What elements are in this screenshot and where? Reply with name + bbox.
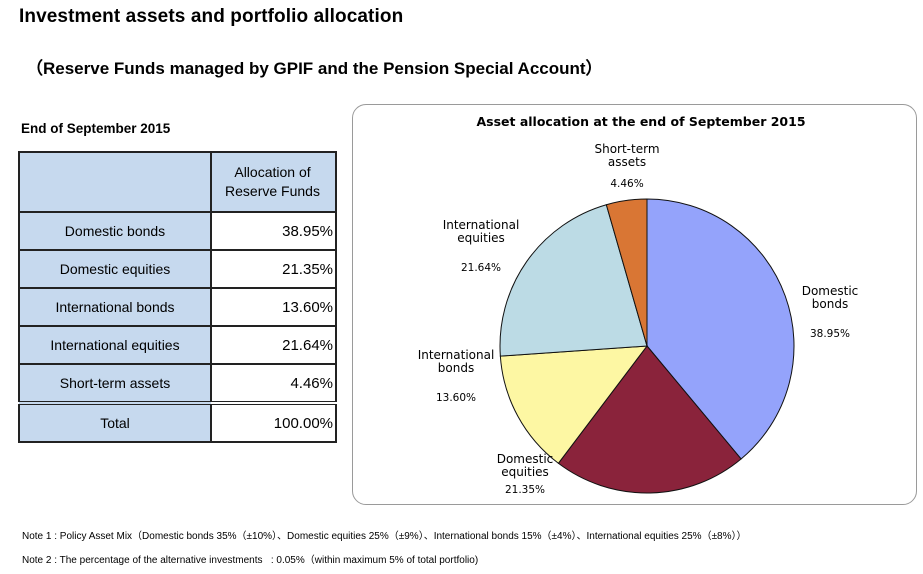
slice-label: bonds	[438, 361, 474, 375]
row-value: 21.64%	[210, 325, 337, 365]
slice-value-label: 21.35%	[505, 484, 545, 496]
pie-labels: Domesticbonds38.95%Domesticequities21.35…	[418, 142, 859, 496]
note-2: Note 2 : The percentage of the alternati…	[22, 555, 479, 566]
column-header-allocation: Allocation of Reserve Funds	[210, 151, 337, 213]
pie-slice-domestic-equities	[557, 345, 742, 494]
row-label: International equities	[18, 325, 212, 365]
row-label: Domestic bonds	[18, 211, 212, 251]
slice-label: International	[443, 218, 520, 232]
row-value: 4.46%	[210, 363, 337, 404]
slice-value-label: 13.60%	[436, 392, 476, 404]
slice-label: bonds	[812, 297, 848, 311]
page-title: Investment assets and portfolio allocati…	[19, 6, 404, 27]
pie-slice-short-term-assets	[605, 198, 648, 347]
pie-chart: Asset allocation at the end of September…	[418, 114, 859, 496]
pie-slice-international-equities	[499, 204, 648, 357]
row-value: 13.60%	[210, 287, 337, 327]
pie-slice-domestic-bonds	[646, 198, 795, 460]
row-label: Short-term assets	[18, 363, 212, 404]
slice-label: equities	[501, 465, 549, 479]
column-header-line2: Reserve Funds	[225, 183, 320, 199]
row-label: Domestic equities	[18, 249, 212, 289]
slice-value-label: 21.64%	[461, 262, 501, 274]
slice-label: assets	[608, 155, 646, 169]
slice-label: equities	[457, 231, 505, 245]
slice-label: Short-term	[594, 142, 659, 156]
chart-title: Asset allocation at the end of September…	[476, 114, 805, 129]
row-value: 21.35%	[210, 249, 337, 289]
slice-label: Domestic	[497, 452, 554, 466]
table-row: Domestic bonds 38.95%	[18, 211, 337, 251]
total-label: Total	[18, 401, 212, 443]
table-row: Short-term assets 4.46%	[18, 363, 337, 404]
pie-chart-panel: Asset allocation at the end of September…	[352, 104, 917, 505]
slice-label: International	[418, 348, 495, 362]
pie-slice-international-bonds	[499, 345, 649, 464]
table-row: International bonds 13.60%	[18, 287, 337, 327]
slice-label: Domestic	[802, 284, 859, 298]
table-total-row: Total 100.00%	[18, 401, 337, 443]
table-as-of-date: End of September 2015	[21, 121, 171, 136]
table-corner-cell	[18, 151, 212, 213]
total-value: 100.00%	[210, 401, 337, 443]
table-row: International equities 21.64%	[18, 325, 337, 365]
table-header-row: Allocation of Reserve Funds	[18, 151, 337, 213]
row-label: International bonds	[18, 287, 212, 327]
slice-value-label: 38.95%	[810, 328, 850, 340]
row-value: 38.95%	[210, 211, 337, 251]
column-header-line1: Allocation of	[234, 164, 311, 180]
slice-value-label: 4.46%	[610, 178, 643, 190]
table-row: Domestic equities 21.35%	[18, 249, 337, 289]
pie-slices	[499, 198, 795, 494]
page-subtitle: （Reserve Funds managed by GPIF and the P…	[26, 59, 603, 78]
allocation-table: Allocation of Reserve Funds Domestic bon…	[18, 151, 337, 443]
note-1: Note 1 : Policy Asset Mix（Domestic bonds…	[22, 531, 747, 542]
